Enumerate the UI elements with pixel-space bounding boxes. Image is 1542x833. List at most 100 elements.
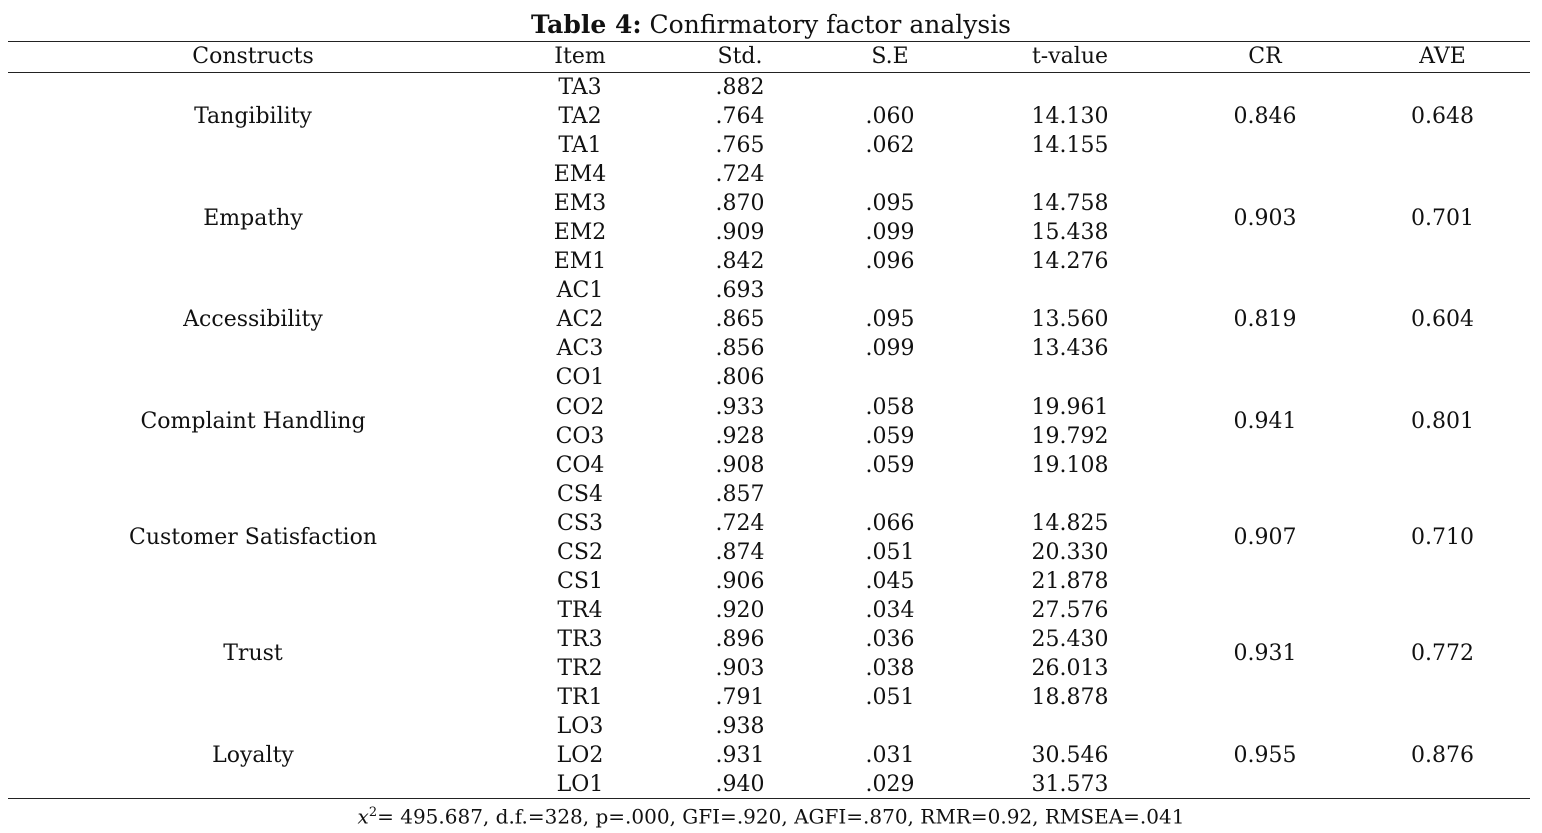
construct-name: Loyalty [212, 743, 294, 769]
construct-name: Tangibility [194, 104, 312, 130]
std-cell: .920 [715, 597, 765, 623]
std-cell: .933 [715, 394, 765, 420]
t-value-cell [1005, 480, 1135, 509]
std-cell: .909 [715, 220, 765, 246]
cr-value: 0.907 [1233, 525, 1297, 551]
t-value-cell [1005, 363, 1135, 392]
item-cell: AC1 [556, 278, 604, 304]
table-row: CS2 .874 .051 20.330 [0, 538, 1542, 567]
t-value-cell: 31.573 [1031, 772, 1109, 798]
item-cell: CS3 [557, 510, 603, 536]
construct-group: Customer Satisfaction 0.907 0.710 CS4.857 CS… [0, 480, 1542, 596]
table-row: TR2 .903 .038 26.013 [0, 654, 1542, 683]
se-cell [830, 73, 950, 102]
se-cell: .060 [865, 104, 915, 130]
std-cell: .865 [715, 307, 765, 333]
t-value-cell [1005, 712, 1135, 741]
std-cell: .882 [715, 75, 765, 100]
construct-group: Loyalty 0.955 0.876 LO3 .938 LO2 .931 .031 30.54… [0, 712, 1542, 799]
top-rule [8, 41, 1530, 42]
se-cell [830, 480, 950, 509]
header-std: Std. [717, 44, 763, 69]
std-cell: .724 [715, 162, 765, 188]
ave-value: 0.801 [1411, 409, 1474, 435]
table-row: CS3 .724 .066 14.825 [0, 509, 1542, 538]
table-row: LO2 .931 .031 30.546 [0, 741, 1542, 770]
cr-value: 0.903 [1233, 205, 1297, 231]
construct-name: Customer Satisfaction [129, 525, 377, 551]
t-value-cell: 20.330 [1031, 539, 1109, 565]
construct-group: Complaint Handling 0.941 0.801 CO1 .806 CO2 .9… [0, 363, 1542, 479]
construct-name: Trust [223, 641, 283, 667]
t-value-cell: 19.792 [1031, 423, 1109, 449]
table-row: TA1 .765 .062 14.155 [0, 131, 1542, 160]
t-value-cell: 14.825 [1031, 510, 1109, 536]
item-cell: TR2 [557, 655, 603, 681]
item-cell: CS1 [557, 568, 603, 594]
header-item: Item [554, 44, 606, 69]
construct-name: Complaint Handling [140, 409, 366, 435]
se-cell: .031 [865, 743, 915, 769]
std-cell: .931 [715, 743, 765, 769]
t-value-cell: 21.878 [1031, 568, 1109, 594]
construct-group: Accessibility 0.819 0.604 AC1 .693 AC2 .865 .09… [0, 276, 1542, 363]
std-cell: .857 [715, 481, 765, 507]
table-caption: Table 4: Confirmatory factor analysis [0, 10, 1542, 40]
se-cell [830, 712, 950, 741]
t-value-cell: 26.013 [1031, 655, 1109, 681]
cr-value: 0.955 [1233, 743, 1297, 769]
table-row: CS4 .857 [0, 480, 1542, 509]
table-row: LO1 .940 .029 31.573 [0, 770, 1542, 799]
table-row: TR4 .920 .034 27.576 [0, 596, 1542, 625]
table-row: EM3 .870 .095 14.758 [0, 189, 1542, 218]
t-value-cell: 13.436 [1031, 336, 1109, 362]
header-ave: AVE [1419, 44, 1466, 69]
cr-value: 0.846 [1233, 104, 1297, 130]
t-value-cell: 14.276 [1031, 249, 1109, 275]
t-value-cell: 13.560 [1031, 307, 1109, 333]
t-value-cell: 19.961 [1031, 394, 1109, 420]
header-se: S.E [871, 44, 909, 69]
std-cell: .896 [715, 626, 765, 652]
table-row: CO2 .933 .058 19.961 [0, 393, 1542, 422]
ave-value: 0.710 [1411, 525, 1474, 551]
std-cell: .908 [715, 452, 765, 478]
item-cell: TA1 [558, 133, 602, 159]
t-value-cell: 27.576 [1031, 597, 1109, 623]
se-cell: .045 [865, 568, 915, 594]
se-cell: .029 [865, 772, 915, 798]
item-cell: EM2 [553, 220, 607, 246]
std-cell: .693 [715, 278, 765, 304]
se-cell [830, 160, 950, 189]
t-value-cell: 25.430 [1031, 626, 1109, 652]
header-rule [8, 72, 1530, 73]
table-body: Tangibility 0.846 0.648 TA3 .882 TA2 .764 .060 1… [0, 73, 1542, 799]
table-row: TR3 .896 .036 25.430 [0, 625, 1542, 654]
se-cell: .034 [865, 597, 915, 623]
t-value-cell: 15.438 [1031, 220, 1109, 246]
item-cell: LO2 [556, 743, 604, 769]
table-row: EM4 .724 [0, 160, 1542, 189]
bottom-rule [8, 798, 1530, 799]
item-cell: LO1 [556, 772, 604, 798]
se-cell [830, 276, 950, 305]
table-row: TR1 .791 .051 18.878 [0, 683, 1542, 712]
se-cell: .095 [865, 191, 915, 217]
ave-value: 0.648 [1411, 104, 1474, 130]
se-cell: .036 [865, 626, 915, 652]
ave-value: 0.701 [1411, 205, 1474, 231]
construct-group: Trust 0.931 0.772 TR4 .920 .034 27.576 TR3 .896.… [0, 596, 1542, 712]
table-row: CO4 .908 .059 19.108 [0, 451, 1542, 480]
std-cell: .791 [715, 684, 765, 710]
table-row: EM1 .842 .096 14.276 [0, 247, 1542, 276]
t-value-cell: 14.155 [1031, 133, 1109, 159]
item-cell: CS4 [557, 481, 603, 507]
t-value-cell: 18.878 [1031, 684, 1109, 710]
t-value-cell [1005, 276, 1135, 305]
std-cell: .906 [715, 568, 765, 594]
std-cell: .764 [715, 104, 765, 130]
se-cell: .099 [865, 336, 915, 362]
cr-value: 0.931 [1233, 641, 1297, 667]
construct-group: Empathy 0.903 0.701 EM4 .724 EM3 .870 .095 14.75… [0, 160, 1542, 276]
std-cell: .806 [715, 365, 765, 391]
